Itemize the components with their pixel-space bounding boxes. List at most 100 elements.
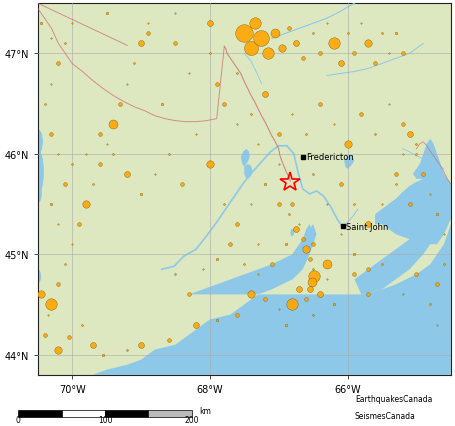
Point — [220, 201, 227, 208]
Point — [316, 51, 324, 58]
Point — [82, 151, 90, 158]
Bar — [61, 410, 105, 417]
Point — [265, 51, 272, 58]
Point — [275, 161, 283, 168]
Point — [234, 71, 241, 78]
Point — [61, 181, 69, 188]
Point — [272, 31, 279, 37]
Point — [48, 36, 55, 43]
Point — [299, 236, 306, 243]
Point — [186, 291, 193, 298]
Point — [413, 271, 420, 278]
Text: 200: 200 — [185, 415, 199, 424]
Point — [213, 256, 220, 263]
Point — [337, 181, 344, 188]
Point — [241, 261, 248, 268]
Point — [248, 46, 255, 53]
Point — [385, 51, 393, 58]
Point — [316, 101, 324, 108]
Point — [100, 351, 107, 358]
Point — [406, 131, 413, 138]
Point — [303, 131, 310, 138]
Point — [227, 241, 234, 248]
Point — [165, 151, 172, 158]
Point — [124, 81, 131, 88]
Point — [48, 301, 55, 308]
Point — [323, 21, 330, 28]
Point — [234, 311, 241, 318]
Point — [289, 111, 296, 118]
Point — [344, 141, 351, 148]
Point — [278, 46, 286, 53]
Point — [275, 306, 283, 313]
Point — [124, 346, 131, 353]
Point — [420, 171, 427, 178]
Point — [358, 111, 365, 118]
Point — [351, 271, 358, 278]
Polygon shape — [451, 4, 455, 375]
Point — [55, 346, 62, 353]
Point — [192, 321, 200, 328]
Point — [165, 337, 172, 343]
Point — [124, 171, 131, 178]
Polygon shape — [290, 230, 294, 236]
Point — [206, 51, 213, 58]
Point — [261, 181, 268, 188]
Point — [392, 171, 399, 178]
Point — [48, 201, 55, 208]
Text: EarthquakesCanada: EarthquakesCanada — [355, 394, 432, 403]
Ellipse shape — [34, 270, 41, 284]
Polygon shape — [344, 156, 354, 170]
Point — [308, 279, 315, 286]
Point — [96, 161, 103, 168]
Point — [151, 171, 158, 178]
Point — [337, 231, 344, 238]
Point — [199, 266, 207, 273]
Point — [254, 271, 262, 278]
Point — [172, 271, 179, 278]
Point — [144, 21, 152, 28]
Point — [248, 201, 255, 208]
Point — [45, 311, 52, 318]
Bar — [18, 410, 61, 417]
Point — [306, 256, 313, 263]
Bar — [105, 410, 148, 417]
Polygon shape — [389, 179, 451, 225]
Point — [206, 161, 213, 168]
Polygon shape — [413, 139, 451, 184]
Point — [89, 341, 96, 348]
Point — [364, 291, 372, 298]
Point — [399, 121, 406, 128]
Point — [172, 41, 179, 48]
Point — [220, 101, 227, 108]
Point — [316, 291, 324, 298]
Polygon shape — [244, 164, 253, 179]
Point — [89, 181, 96, 188]
Point — [234, 121, 241, 128]
Point — [137, 41, 145, 48]
Point — [309, 311, 317, 318]
Point — [292, 226, 299, 233]
Point — [296, 286, 303, 293]
Point — [48, 81, 55, 88]
Point — [289, 201, 296, 208]
Point — [426, 301, 434, 308]
Point — [41, 101, 48, 108]
Point — [285, 26, 293, 33]
Point — [323, 276, 330, 283]
Point — [285, 211, 293, 218]
Point — [351, 201, 358, 208]
Point — [392, 31, 399, 37]
Point — [289, 301, 296, 308]
Point — [96, 131, 103, 138]
Point — [330, 41, 338, 48]
Polygon shape — [354, 230, 440, 295]
Point — [37, 291, 45, 298]
Point — [379, 31, 386, 37]
Point — [55, 151, 62, 158]
Point — [261, 91, 268, 98]
Point — [275, 201, 283, 208]
Point — [55, 221, 62, 228]
Text: Saint John: Saint John — [346, 222, 389, 231]
Point — [110, 121, 117, 128]
